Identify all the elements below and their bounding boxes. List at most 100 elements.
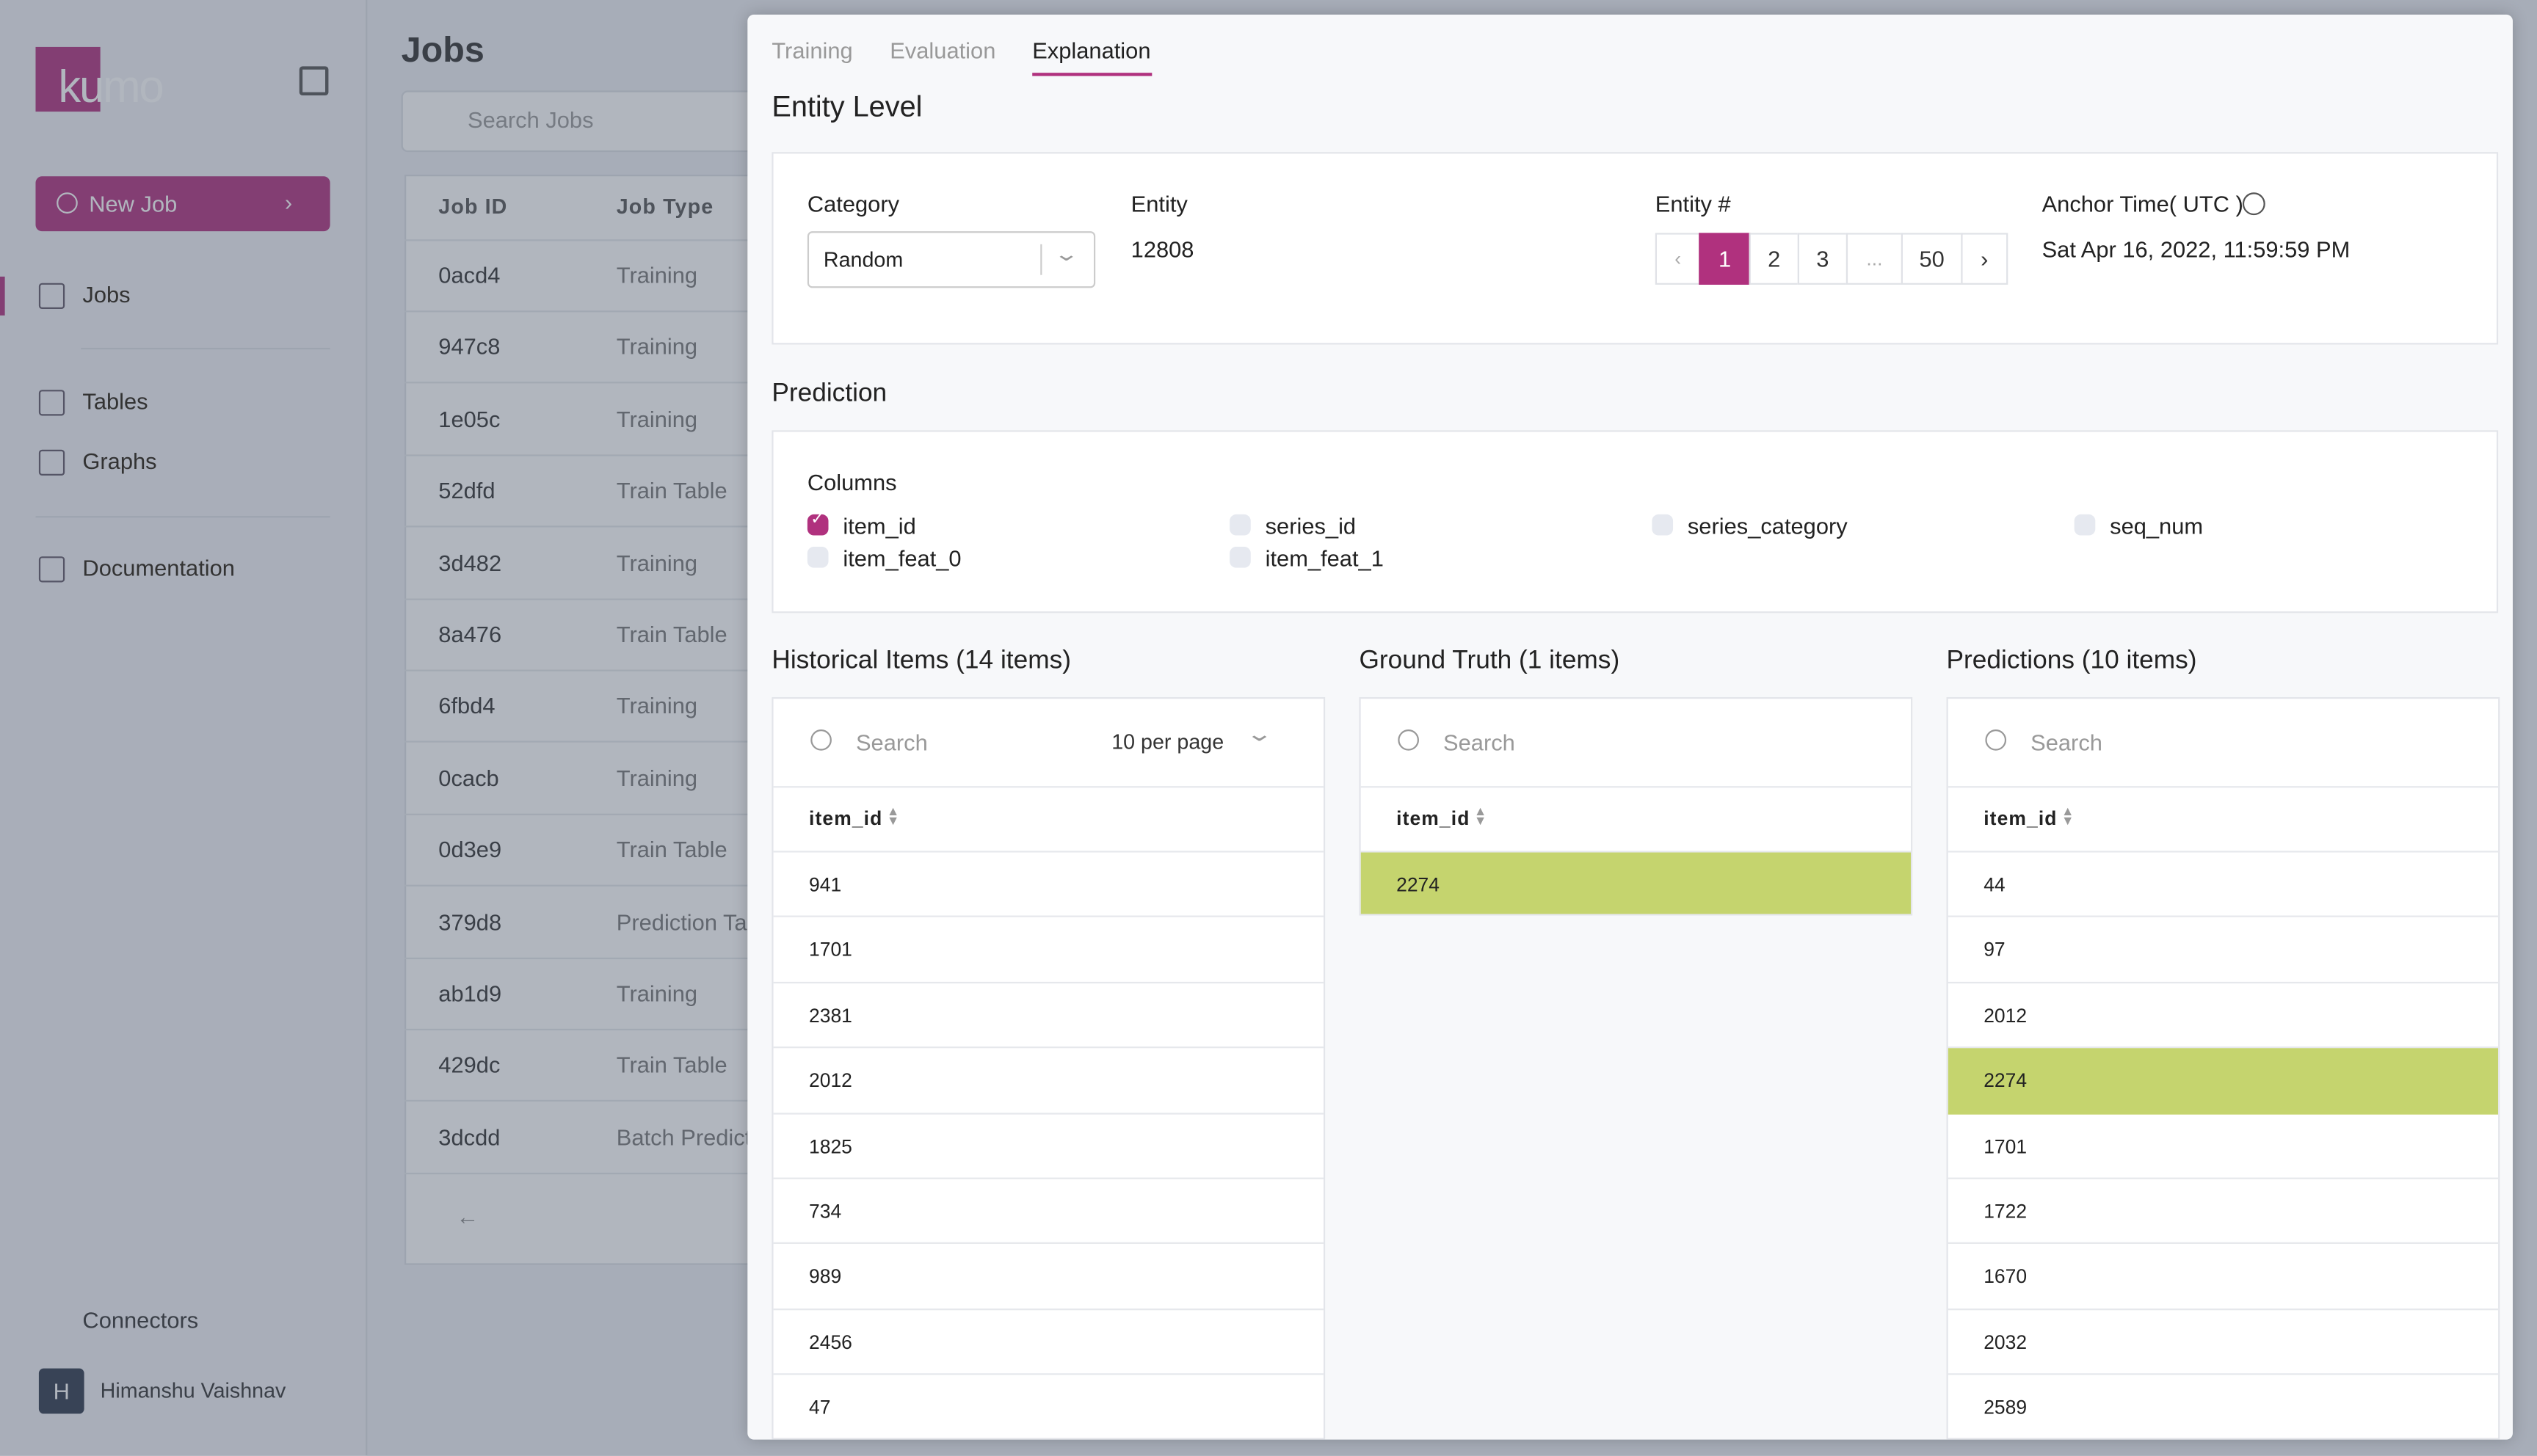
nav-item[interactable]: Documentation — [82, 555, 235, 581]
per-page[interactable]: 10 per page — [1111, 729, 1224, 754]
table-card: Search 10 per page ⌄ item_id ▲ ▼ 941 1701 2381 20… — [772, 696, 1326, 1439]
jobs-title: Jobs — [401, 29, 484, 70]
page-button[interactable]: › — [1961, 233, 2008, 285]
job-id: 429dc — [438, 1052, 501, 1078]
page-button[interactable]: 2 — [1749, 233, 1799, 285]
tab-underline — [1032, 73, 1153, 76]
page-button[interactable]: 50 — [1901, 233, 1963, 285]
label: Category — [807, 191, 900, 217]
new-job-button[interactable] — [35, 176, 330, 232]
tab[interactable]: Training — [772, 37, 853, 63]
active-indicator — [0, 276, 5, 316]
column-name: item_feat_0 — [843, 545, 962, 572]
column-header[interactable]: item_id — [1396, 807, 1470, 830]
search-row — [773, 699, 1324, 788]
row-border — [404, 669, 890, 671]
job-id: 8a476 — [438, 621, 502, 647]
item-id: 941 — [809, 873, 842, 897]
search-row — [1360, 699, 1912, 788]
avatar: H — [38, 1368, 84, 1414]
item-id: 1670 — [1983, 1265, 2028, 1289]
row-border — [404, 382, 890, 385]
row-border — [404, 597, 890, 600]
section-title: Prediction — [772, 379, 888, 408]
table-title: Historical Items (14 items) — [772, 647, 1071, 675]
checkbox[interactable] — [1230, 514, 1251, 536]
label: Columns — [807, 469, 897, 495]
page-button[interactable]: ‹ — [1655, 233, 1701, 285]
column-header[interactable]: item_id — [809, 807, 883, 830]
search-row — [1948, 699, 2499, 788]
table-row: 2381 — [773, 983, 1324, 1049]
row-border — [404, 813, 890, 815]
job-type: Training — [616, 262, 698, 288]
table-row: 2032 — [1948, 1310, 2499, 1375]
select-arrow: ⌄ — [1053, 242, 1080, 266]
row-border — [404, 885, 890, 887]
check: ✓ — [810, 511, 824, 529]
item-id: 2032 — [1983, 1331, 2028, 1354]
table-row: 941 — [773, 853, 1324, 918]
page-button[interactable]: 3 — [1797, 233, 1848, 285]
page-button[interactable]: ... — [1845, 233, 1903, 285]
job-type: Training — [616, 333, 698, 360]
item-id: 1701 — [1983, 1135, 2028, 1158]
category-select[interactable] — [807, 231, 1096, 288]
nav-icon — [38, 283, 65, 309]
column-header[interactable]: item_id — [1983, 807, 2058, 830]
job-id: 379d8 — [438, 908, 502, 935]
item-id: 97 — [1983, 939, 2006, 962]
nav-item[interactable]: Jobs — [82, 281, 131, 307]
user-name[interactable]: Himanshu Vaishnav — [100, 1377, 286, 1402]
tab[interactable]: Evaluation — [890, 37, 996, 63]
new-job-label: New Job — [89, 191, 178, 217]
job-id: ab1d9 — [438, 980, 502, 1006]
header-row — [773, 787, 1324, 853]
checkbox[interactable] — [1652, 514, 1674, 536]
sort-icon: ▲ ▼ — [1473, 804, 1487, 829]
checkbox[interactable] — [2074, 514, 2096, 536]
nav-item[interactable]: Tables — [82, 387, 148, 415]
search-icon — [810, 729, 832, 751]
checkbox[interactable] — [1230, 546, 1251, 568]
search-placeholder[interactable]: Search — [1443, 729, 1515, 756]
entity-value: 12808 — [1130, 236, 1194, 263]
job-type: Training — [616, 980, 698, 1006]
nav-connectors[interactable]: Connectors — [82, 1306, 199, 1333]
item-id: 2274 — [1983, 1069, 2028, 1093]
job-id: 6fbd4 — [438, 693, 496, 719]
collapse-icon[interactable] — [299, 66, 329, 96]
select-value: Random — [823, 247, 904, 272]
sort-icon: ▲ ▼ — [2061, 804, 2075, 829]
column-header[interactable]: Job ID — [438, 194, 508, 219]
table-row: 1701 — [1948, 1114, 2499, 1179]
explanation-panel: Training Evaluation Explanation Entity Leve… — [747, 14, 2513, 1440]
item-id: 989 — [809, 1265, 842, 1289]
item-id: 2274 — [1396, 873, 1440, 897]
column-header[interactable]: Job Type — [616, 194, 714, 219]
search-placeholder[interactable]: Search — [855, 729, 928, 756]
item-id: 2012 — [1983, 1004, 2028, 1027]
job-id: 0d3e9 — [438, 836, 502, 863]
nav-icon — [38, 449, 65, 476]
table-row: 2012 — [773, 1049, 1324, 1114]
table-row: 97 — [1948, 918, 2499, 983]
job-type: Train Table — [616, 836, 727, 863]
prev-page[interactable]: ← — [456, 1203, 479, 1230]
row-border — [404, 741, 890, 743]
page-button[interactable]: 1 — [1699, 233, 1751, 285]
checkbox[interactable] — [807, 514, 829, 536]
sort-icon: ▲ ▼ — [886, 804, 900, 829]
checkbox[interactable] — [807, 546, 829, 568]
search-placeholder[interactable]: Search — [2030, 729, 2102, 756]
label: Entity # — [1655, 191, 1731, 217]
table-card: Search item_id ▲ ▼ 44 97 2012 2274 1701 1722 1670 2… — [1946, 696, 2500, 1439]
nav-item[interactable]: Graphs — [82, 448, 157, 474]
tab[interactable]: Explanation — [1032, 37, 1151, 63]
jobs-search-placeholder: Search Jobs — [467, 106, 594, 133]
job-type: Training — [616, 549, 698, 575]
job-id: 1e05c — [438, 405, 501, 432]
job-id: 947c8 — [438, 333, 501, 360]
table-row: 2589 — [1948, 1375, 2498, 1438]
